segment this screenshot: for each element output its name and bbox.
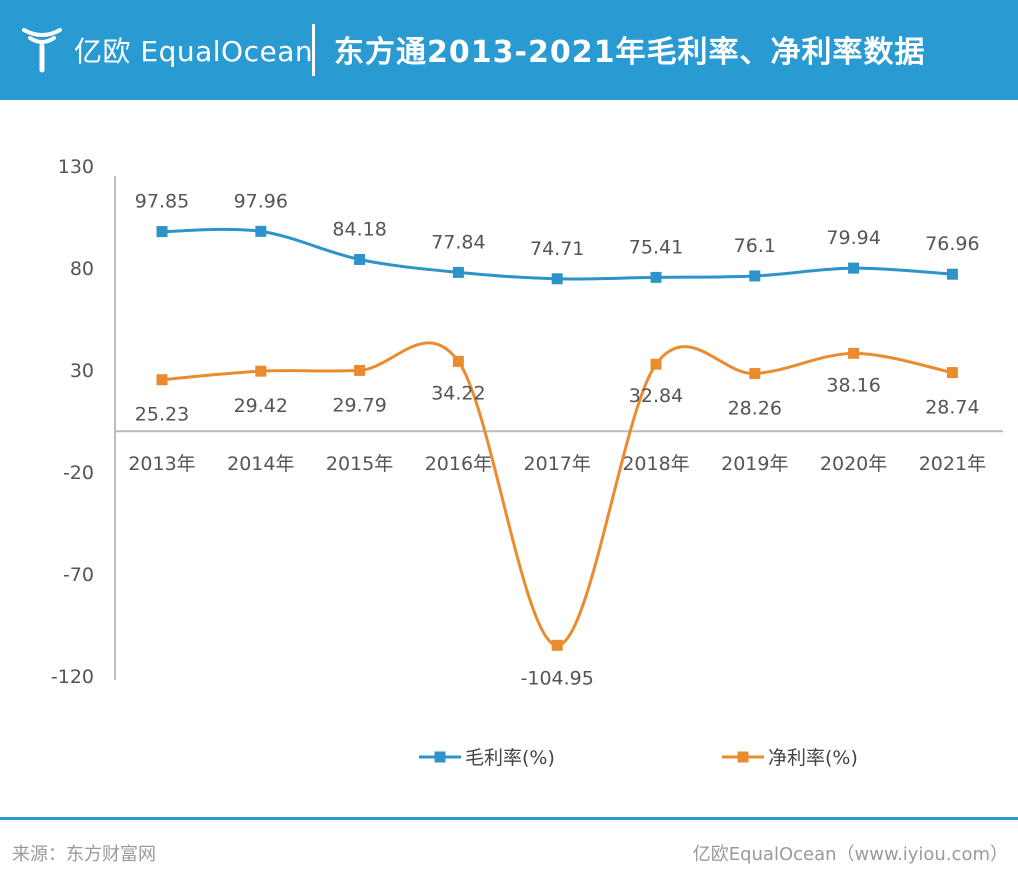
net-margin-data-label: 28.74 (925, 397, 979, 419)
y-tick-label: 30 (70, 360, 94, 382)
gross-margin-point (749, 270, 761, 282)
gross-margin-data-label: 79.94 (826, 227, 880, 249)
net-margin-data-label: 25.23 (135, 404, 189, 426)
x-tick-label: 2020年 (820, 453, 887, 475)
net-margin-point (452, 355, 464, 367)
legend-marker (737, 751, 749, 763)
y-tick-label: -70 (63, 564, 94, 586)
gross-margin-data-label: 97.85 (135, 191, 189, 213)
x-tick-label: 2019年 (721, 453, 788, 475)
gross-margin-data-label: 77.84 (431, 231, 485, 253)
gross-margin-data-label: 97.96 (234, 190, 288, 212)
x-tick-label: 2016年 (425, 453, 492, 475)
net-margin-point (848, 347, 860, 359)
legend-label: 净利率(%) (768, 747, 858, 769)
net-margin-data-label: 32.84 (629, 385, 683, 407)
net-margin-data-label: 38.16 (826, 374, 880, 396)
legend-marker (434, 751, 446, 763)
gross-margin-point (551, 273, 563, 285)
net-margin-point (946, 367, 958, 379)
y-tick-label: 130 (58, 156, 94, 178)
gross-margin-data-label: 75.41 (629, 236, 683, 258)
page-title: 东方通2013-2021年毛利率、净利率数据 (334, 35, 926, 70)
gross-margin-data-label: 74.71 (530, 238, 584, 260)
net-margin-point (255, 365, 267, 377)
gross-margin-point (255, 225, 267, 237)
y-tick-label: -20 (63, 462, 94, 484)
header-banner: 亿欧 EqualOcean 东方通2013-2021年毛利率、净利率数据 (0, 0, 1018, 100)
x-tick-label: 2014年 (227, 453, 294, 475)
net-margin-data-label: 28.26 (728, 398, 782, 420)
gross-margin-point (354, 253, 366, 265)
x-tick-label: 2021年 (919, 453, 986, 475)
net-margin-point (156, 374, 168, 386)
gross-margin-point (650, 271, 662, 283)
footer-divider (0, 817, 1018, 820)
legend-item-net-margin: 净利率(%) (722, 747, 858, 769)
gross-margin-point (452, 266, 464, 278)
net-margin-data-label: 34.22 (431, 382, 485, 404)
source-note: 来源：东方财富网 (12, 844, 156, 865)
logo: 亿欧 EqualOcean (20, 18, 313, 82)
gross-margin-point (946, 268, 958, 280)
net-margin-data-label: 29.79 (332, 394, 386, 416)
gross-margin-data-label: 84.18 (332, 218, 386, 240)
y-tick-label: 80 (70, 258, 94, 280)
net-margin-point (551, 639, 563, 651)
net-margin-data-label: -104.95 (521, 667, 594, 689)
gross-margin-data-label: 76.1 (734, 235, 776, 257)
header-divider (312, 24, 315, 76)
legend-item-gross-margin: 毛利率(%) (419, 747, 555, 769)
logo-text: 亿欧 EqualOcean (74, 35, 314, 68)
net-margin-point (354, 364, 366, 376)
y-tick-label: -120 (51, 666, 94, 688)
gross-margin-point (848, 262, 860, 274)
net-margin-point (650, 358, 662, 370)
line-chart: 130 80 30 -20 -70 -120 2013年 2014年 2015年 2016年 20… (51, 156, 1003, 769)
x-tick-label: 2013年 (128, 453, 195, 475)
net-margin-point (749, 368, 761, 380)
x-tick-label: 2018年 (622, 453, 689, 475)
gross-margin-data-label: 76.96 (925, 233, 979, 255)
legend-label: 毛利率(%) (465, 747, 555, 769)
x-tick-label: 2017年 (524, 453, 591, 475)
net-margin-data-label: 29.42 (234, 395, 288, 417)
credit-note: 亿欧EqualOcean（www.iyiou.com） (692, 844, 1008, 865)
x-tick-label: 2015年 (326, 453, 393, 475)
equalocean-logo-icon (22, 28, 62, 73)
gross-margin-point (156, 226, 168, 238)
